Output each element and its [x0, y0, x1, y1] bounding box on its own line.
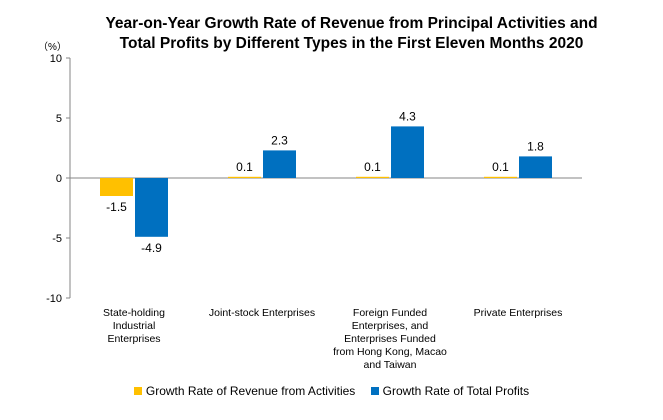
data-label-revenue: 0.1 — [236, 160, 253, 174]
bar-profits — [391, 126, 424, 178]
bar-revenue — [356, 176, 389, 178]
chart-title-line-1: Year-on-Year Growth Rate of Revenue from… — [105, 15, 598, 32]
category-label-line: from Hong Kong, Macao — [333, 346, 447, 358]
category-label-line: Private Enterprises — [473, 307, 563, 319]
y-tick-label: 10 — [50, 53, 62, 65]
legend-swatch-revenue — [133, 387, 142, 395]
legend: Growth Rate of Revenue from Activities G… — [0, 384, 663, 398]
category-label-line: Joint-stock Enterprises — [208, 307, 316, 319]
data-label-revenue: 0.1 — [364, 160, 381, 174]
chart-title-line-2: Total Profits by Different Types in the … — [119, 35, 584, 52]
y-unit-label: （%） — [38, 41, 67, 53]
bar-profits — [263, 150, 296, 178]
data-label-profits: 4.3 — [399, 109, 416, 123]
category-label: State-holding Industrial Enterprises — [70, 307, 198, 346]
data-label-revenue: 0.1 — [492, 160, 509, 174]
category-label-line: Enterprises Funded — [344, 333, 436, 345]
legend-label-profits: Growth Rate of Total Profits — [382, 384, 530, 398]
category-label-line: and Taiwan — [363, 359, 417, 371]
y-tick-label: 5 — [56, 113, 62, 125]
category-label-line: Industrial — [112, 320, 156, 332]
category-label: Joint-stock Enterprises — [198, 307, 326, 320]
data-label-revenue: -1.5 — [106, 200, 127, 214]
legend-swatch-profits — [370, 387, 379, 395]
category-label-line: Foreign Funded — [352, 307, 428, 319]
category-label-line: Enterprises — [107, 333, 161, 345]
bar-revenue — [228, 176, 261, 178]
category-label: Private Enterprises — [454, 307, 582, 320]
bar-profits — [135, 178, 168, 237]
y-tick-label: -5 — [52, 233, 62, 245]
y-tick-label: -10 — [46, 293, 62, 305]
chart-title: Year-on-Year Growth Rate of Revenue from… — [70, 14, 633, 54]
legend-item-revenue: Growth Rate of Revenue from Activities — [133, 384, 356, 398]
data-label-profits: 2.3 — [271, 133, 288, 147]
category-label-line: Enterprises, and — [351, 320, 429, 332]
data-label-profits: -4.9 — [141, 241, 162, 255]
legend-item-profits: Growth Rate of Total Profits — [370, 384, 530, 398]
bar-profits — [519, 156, 552, 178]
bar-revenue — [100, 178, 133, 196]
category-label: Foreign Funded Enterprises, and Enterprise… — [326, 307, 454, 372]
y-tick-label: 0 — [56, 173, 62, 185]
data-label-profits: 1.8 — [527, 139, 544, 153]
legend-label-revenue: Growth Rate of Revenue from Activities — [145, 384, 356, 398]
bar-revenue — [484, 176, 517, 178]
category-label-line: State-holding — [103, 307, 165, 319]
